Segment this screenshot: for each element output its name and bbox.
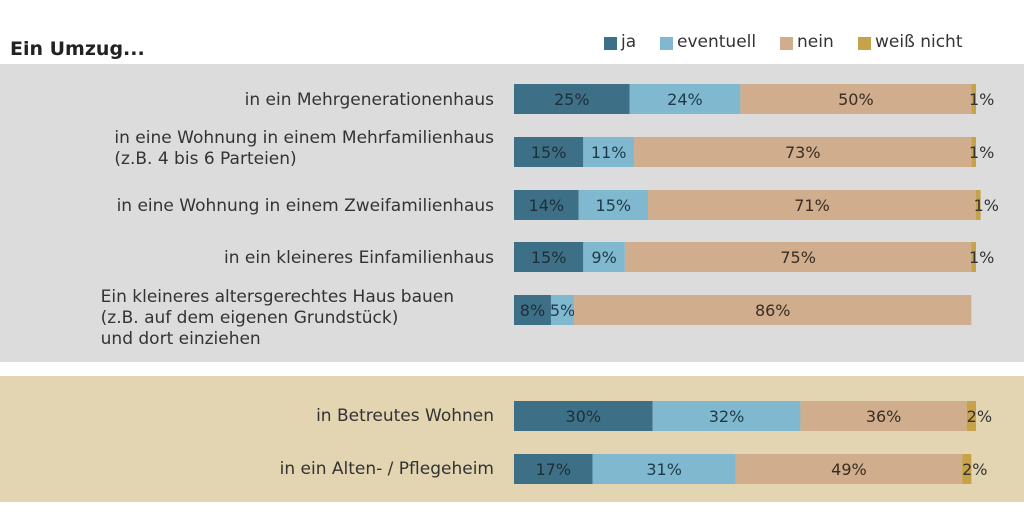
row-label-line: in ein kleineres Einfamilienhaus <box>223 248 494 268</box>
bar-segment-eventuell <box>583 242 625 272</box>
data-label: 32% <box>709 407 745 426</box>
data-label: 1% <box>969 90 994 109</box>
bar-segment-nein <box>574 295 972 325</box>
bar-segment-nein <box>647 190 976 220</box>
row-label-einfamilienhaus: in ein kleineres Einfamilienhaus <box>224 248 494 269</box>
data-label: 73% <box>785 143 821 162</box>
row-label-line: Ein kleineres altersgerechtes Haus bauen <box>100 287 454 307</box>
data-label: 17% <box>535 460 571 479</box>
legend-label: weiß nicht <box>875 32 963 52</box>
legend-label: ja <box>621 32 637 52</box>
bar-segment-weiß-nicht <box>971 137 976 167</box>
row-label-line: in ein Mehrgenerationenhaus <box>244 90 494 110</box>
bar-segment-weiß-nicht <box>976 190 981 220</box>
legend-swatch <box>780 37 793 50</box>
row-label-mehrgenerationenhaus: in ein Mehrgenerationenhaus <box>245 90 494 111</box>
data-label: 5% <box>550 301 575 320</box>
bar-segment-weiß-nicht <box>971 242 976 272</box>
legend-swatch <box>858 37 871 50</box>
data-label: 86% <box>755 301 791 320</box>
bar-segment-nein <box>740 84 972 114</box>
row-label-line: (z.B. 4 bis 6 Parteien) <box>114 149 297 169</box>
data-label: 1% <box>969 248 994 267</box>
bar-segment-weiß-nicht <box>971 84 976 114</box>
data-label: 2% <box>967 407 992 426</box>
data-label: 2% <box>962 460 987 479</box>
data-label: 11% <box>591 143 627 162</box>
bar-segment-nein <box>735 454 963 484</box>
row-label-zweifamilienhaus: in eine Wohnung in einem Zweifamilienhau… <box>117 196 494 217</box>
legend-label: eventuell <box>677 32 757 52</box>
bar-segment-ja <box>514 295 551 325</box>
legend-swatch <box>604 37 617 50</box>
data-label: 25% <box>554 90 590 109</box>
bar-segment-eventuell <box>652 401 801 431</box>
data-label: 15% <box>596 196 632 215</box>
bar-segment-nein <box>624 242 972 272</box>
legend-label: nein <box>797 32 834 52</box>
data-label: 71% <box>794 196 830 215</box>
row-label-line: in eine Wohnung in einem Mehrfamilienhau… <box>114 128 494 148</box>
data-label: 31% <box>646 460 682 479</box>
data-label: 1% <box>969 143 994 162</box>
row-label-line: und dort einziehen <box>100 329 261 349</box>
data-label: 30% <box>566 407 602 426</box>
bar-segment-eventuell <box>583 137 635 167</box>
bar-segment-weiß-nicht <box>966 401 976 431</box>
row-label-mehrfamilienhaus: in eine Wohnung in einem Mehrfamilienhau… <box>114 128 494 170</box>
bar-segment-ja <box>514 454 593 484</box>
row-label-line: in ein Alten- / Pflegeheim <box>279 459 494 479</box>
data-label: 50% <box>838 90 874 109</box>
bar-segment-eventuell <box>578 190 648 220</box>
bar-segment-nein <box>800 401 967 431</box>
bar-segment-ja <box>514 242 584 272</box>
chart-title: Ein Umzug... <box>10 38 145 60</box>
data-label: 24% <box>667 90 703 109</box>
bar-segment-ja <box>514 137 584 167</box>
data-label: 75% <box>780 248 816 267</box>
data-label: 14% <box>529 196 565 215</box>
bar-segment-eventuell <box>592 454 736 484</box>
row-label-betreutes-wohnen: in Betreutes Wohnen <box>316 406 494 427</box>
data-label: 1% <box>974 196 999 215</box>
row-label-line: in eine Wohnung in einem Zweifamilienhau… <box>116 196 494 216</box>
data-label: 36% <box>866 407 902 426</box>
bar-segment-ja <box>514 190 579 220</box>
row-label-line: (z.B. auf dem eigenen Grundstück) <box>100 308 399 328</box>
bar-segment-ja <box>514 401 653 431</box>
bar-segment-eventuell <box>550 295 575 325</box>
bar-segment-eventuell <box>629 84 741 114</box>
row-label-line: in Betreutes Wohnen <box>316 406 494 426</box>
data-label: 49% <box>831 460 867 479</box>
data-label: 15% <box>531 143 567 162</box>
data-label: 9% <box>591 248 616 267</box>
row-label-altersgerechtes-haus: Ein kleineres altersgerechtes Haus bauen… <box>101 287 454 350</box>
row-label-pflegeheim: in ein Alten- / Pflegeheim <box>280 459 494 480</box>
bar-segment-ja <box>514 84 630 114</box>
data-label: 8% <box>520 301 545 320</box>
bar-segment-weiß-nicht <box>962 454 972 484</box>
bar-segment-nein <box>634 137 972 167</box>
data-label: 15% <box>531 248 567 267</box>
legend-swatch <box>660 37 673 50</box>
